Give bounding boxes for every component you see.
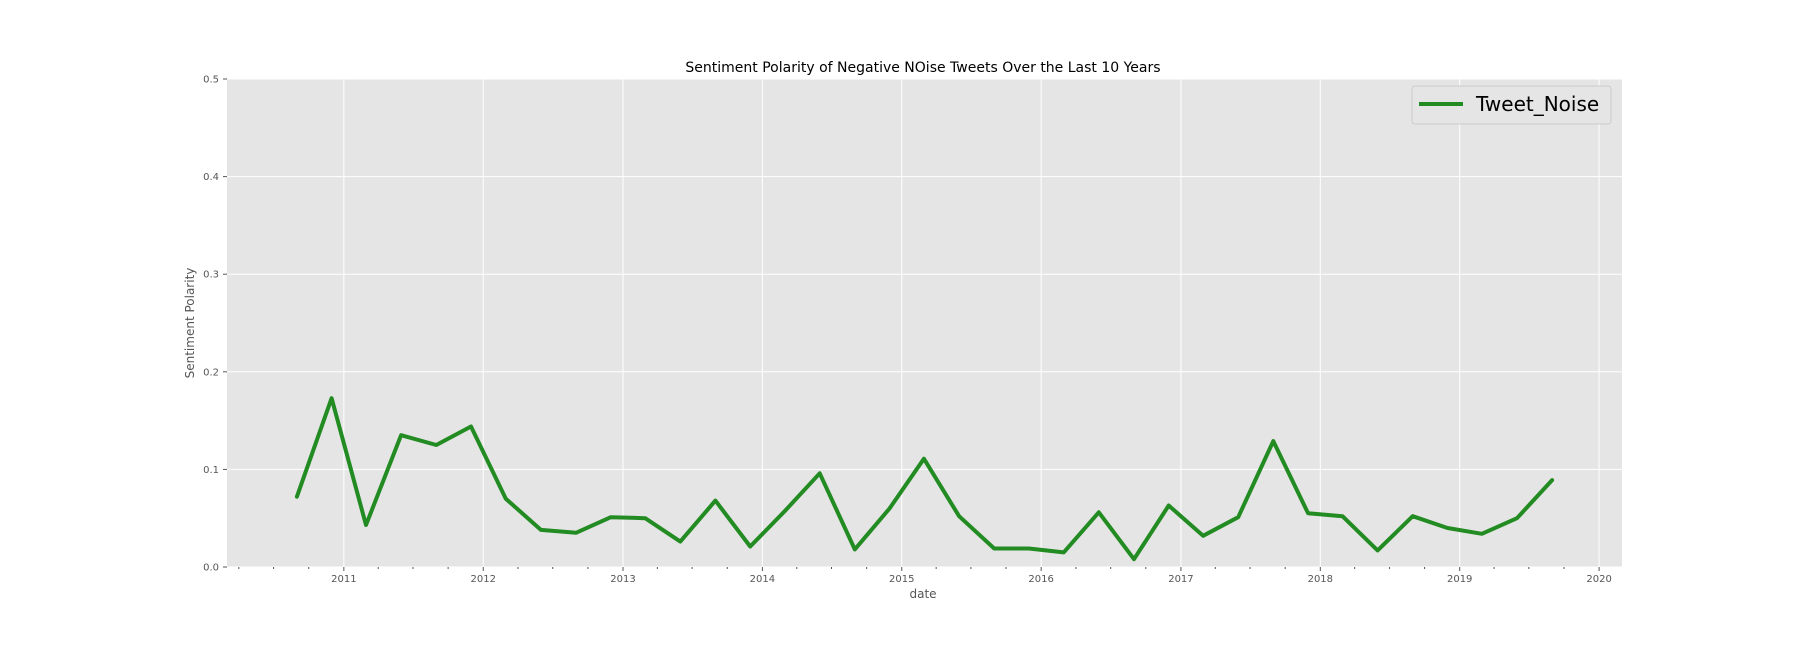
x-tick-label: 2017	[1168, 574, 1193, 585]
y-tick-label: 0.5	[203, 75, 219, 86]
x-axis-label: date	[909, 587, 936, 601]
x-tick-label: 2015	[889, 574, 914, 585]
y-tick-label: 0.1	[203, 465, 219, 476]
series-line-tweet-noise	[294, 396, 1555, 562]
legend-label: Tweet_Noise	[1475, 92, 1599, 116]
x-tick-label: 2020	[1586, 574, 1611, 585]
plot-area	[227, 79, 1622, 567]
legend: Tweet_Noise	[1411, 85, 1612, 125]
x-tick-label: 2011	[331, 574, 356, 585]
x-tick-label: 2013	[610, 574, 635, 585]
y-axis-label: Sentiment Polarity	[183, 268, 197, 379]
series-layer	[294, 396, 1555, 562]
y-tick-label: 0.2	[203, 367, 219, 378]
y-tick-label: 0.4	[203, 172, 219, 183]
y-tick-label: 0.0	[203, 563, 219, 574]
x-tick-label: 2018	[1308, 574, 1333, 585]
x-tick-label: 2016	[1028, 574, 1053, 585]
y-tick-label: 0.3	[203, 270, 219, 281]
x-tick-label: 2019	[1447, 574, 1472, 585]
grid-lines	[227, 78, 1622, 568]
x-axis: 2011 2012 2013 2014 2015 2016 2017 2018 2019 2020	[238, 567, 1612, 585]
y-axis: 0.0 0.1 0.2 0.3 0.4 0.5	[203, 75, 227, 574]
x-tick-label: 2012	[471, 574, 496, 585]
x-tick-label: 2014	[750, 574, 775, 585]
chart-title: Sentiment Polarity of Negative NOise Twe…	[685, 60, 1160, 76]
legend-box	[1411, 85, 1612, 125]
